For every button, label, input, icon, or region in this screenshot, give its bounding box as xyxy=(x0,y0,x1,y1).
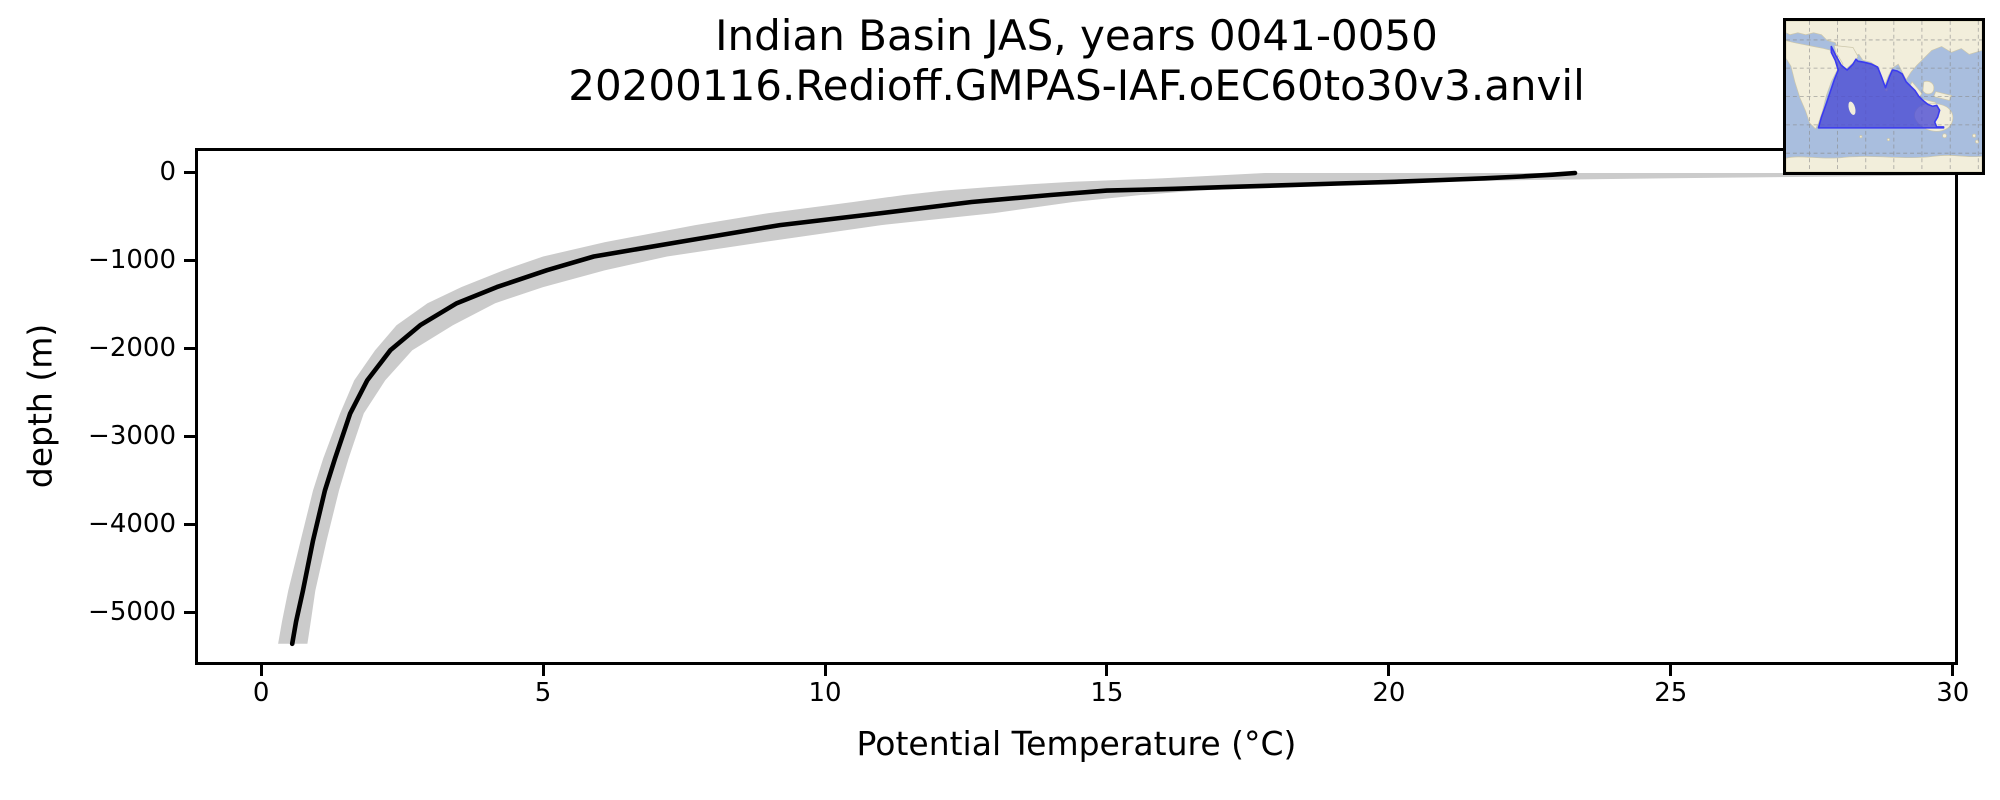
x-tick-label: 10 xyxy=(808,678,842,708)
map-borneo xyxy=(1922,80,1935,95)
x-tick-label: 0 xyxy=(252,678,270,708)
map-madagascar xyxy=(1848,101,1856,115)
x-tick-label: 25 xyxy=(1654,678,1688,708)
y-tick-label: −4000 xyxy=(88,508,176,539)
x-tick-mark xyxy=(259,665,263,676)
spread-band xyxy=(278,173,1955,644)
y-tick-mark xyxy=(184,611,195,615)
map-new-zealand xyxy=(1972,133,1977,138)
x-tick-mark xyxy=(541,665,545,676)
x-tick-mark xyxy=(1669,665,1673,676)
mean-profile-line xyxy=(289,170,1578,647)
y-tick-label: −3000 xyxy=(88,420,176,451)
y-tick-mark xyxy=(184,259,195,263)
y-tick-label: −5000 xyxy=(88,596,176,627)
x-tick-mark xyxy=(1387,665,1391,676)
y-tick-label: −1000 xyxy=(88,244,176,275)
y-tick-mark xyxy=(184,523,195,527)
x-axis-label: Potential Temperature (°C) xyxy=(856,724,1297,763)
x-tick-label: 5 xyxy=(534,678,552,708)
y-axis-label: depth (m) xyxy=(20,323,60,489)
y-tick-label: 0 xyxy=(159,156,176,187)
x-tick-mark xyxy=(1105,665,1109,676)
map-landmasses xyxy=(1786,21,1982,172)
y-tick-label: −2000 xyxy=(88,332,176,363)
map-africa xyxy=(1786,40,1844,130)
map-island-dot-1 xyxy=(1859,135,1863,139)
chart-title-line-1: Indian Basin JAS, years 0041-0050 xyxy=(715,11,1438,60)
indian-basin-locator-map xyxy=(1783,18,1985,175)
plot-area xyxy=(195,148,1958,665)
profile-chart xyxy=(278,170,1955,647)
map-tasmania xyxy=(1942,133,1947,139)
x-tick-mark xyxy=(1951,665,1955,676)
x-tick-label: 15 xyxy=(1090,678,1124,708)
map-antarctica xyxy=(1786,155,1982,172)
map-new-guinea xyxy=(1933,91,1952,101)
x-tick-label: 20 xyxy=(1372,678,1406,708)
x-tick-mark xyxy=(823,665,827,676)
y-tick-mark xyxy=(184,171,195,175)
chart-title-line-2: 20200116.Redioff.GMPAS-IAF.oEC60to30v3.a… xyxy=(568,61,1585,110)
locator-map-svg xyxy=(1786,21,1982,172)
map-island-dot-2 xyxy=(1886,138,1890,142)
y-tick-mark xyxy=(184,435,195,439)
x-tick-label: 30 xyxy=(1936,678,1970,708)
y-tick-mark xyxy=(184,347,195,351)
